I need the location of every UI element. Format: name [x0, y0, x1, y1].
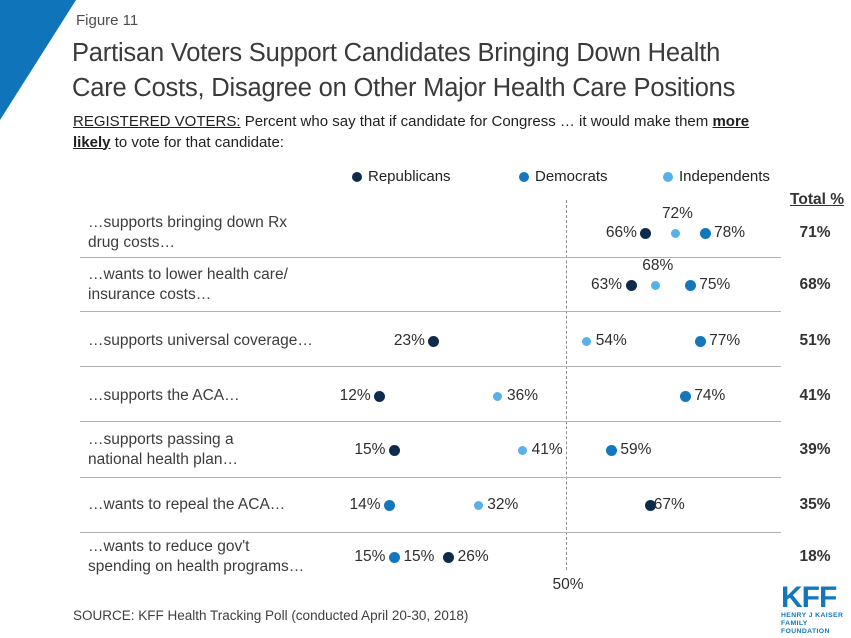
value-label-democrats: 77%	[709, 332, 741, 349]
value-label-democrats: 15%	[354, 548, 386, 565]
legend-label-independents: Independents	[679, 168, 770, 185]
row-label: …wants to lower health care/insurance co…	[88, 266, 288, 303]
dot-republicans	[428, 335, 440, 347]
fifty-percent-label: 50%	[552, 576, 584, 593]
legend-item-democrats: Democrats	[519, 168, 608, 185]
title-line-2: Care Costs, Disagree on Other Major Heal…	[72, 74, 736, 102]
page-title: Partisan Voters Support Candidates Bring…	[72, 36, 842, 106]
value-label-democrats: 14%	[349, 496, 381, 513]
value-label-independents: 41%	[531, 441, 563, 458]
dot-independents	[670, 228, 680, 238]
value-label-independents: 32%	[487, 496, 519, 513]
dot-independents	[651, 280, 661, 290]
row-separator	[80, 477, 781, 478]
dot-independents	[493, 391, 503, 401]
row-label: …supports bringing down Rx drug costs…	[88, 214, 288, 251]
row-label: …supports passing a national health plan…	[88, 431, 238, 468]
dot-democrats	[699, 227, 711, 239]
kff-logo: KFF HENRY J KAISER FAMILY FOUNDATION	[781, 581, 851, 636]
dot-republicans	[374, 390, 386, 402]
legend-label-democrats: Democrats	[535, 168, 608, 185]
value-label-independents: 72%	[661, 205, 693, 222]
total-value: 39%	[799, 441, 831, 458]
value-label-independents: 54%	[595, 332, 627, 349]
subtitle-registered-voters: REGISTERED VOTERS:	[73, 113, 241, 130]
subtitle-body: Percent who say that if candidate for Co…	[240, 113, 713, 130]
value-label-democrats: 59%	[620, 441, 652, 458]
dot-republicans	[625, 279, 637, 291]
dot-independents	[518, 445, 528, 455]
dot-republicans	[645, 499, 657, 511]
row-separator	[80, 421, 781, 422]
dot-democrats	[384, 499, 396, 511]
total-value: 41%	[799, 387, 831, 404]
row-separator	[80, 257, 781, 258]
subtitle-emph-more: more	[712, 113, 750, 130]
subtitle-emph-likely: likely	[73, 133, 111, 151]
total-value: 35%	[799, 496, 831, 513]
value-label-republicans: 15%	[354, 441, 386, 458]
total-value: 18%	[799, 548, 831, 565]
dot-independents	[582, 336, 592, 346]
value-label-democrats: 78%	[714, 224, 746, 241]
legend-label-republicans: Republicans	[368, 168, 451, 185]
value-label-republicans: 63%	[591, 276, 623, 293]
value-label-independents: 36%	[506, 387, 538, 404]
row-label: …supports universal coverage…	[88, 332, 313, 349]
dot-democrats	[605, 444, 617, 456]
total-column-header: Total %	[790, 191, 844, 208]
row-label: …wants to repeal the ACA…	[88, 496, 286, 513]
kff-logo-sub2: FAMILY FOUNDATION	[781, 620, 830, 635]
dot-democrats	[679, 390, 691, 402]
dot-democrats	[388, 551, 400, 563]
value-label-republicans: 23%	[393, 332, 425, 349]
value-label-democrats: 75%	[699, 276, 731, 293]
row-separator	[80, 311, 781, 312]
fifty-percent-reference-line	[566, 200, 567, 570]
dot-republicans	[640, 227, 652, 239]
value-label-republicans: 12%	[339, 387, 371, 404]
kff-logo-sub1: HENRY J KAISER	[781, 612, 844, 619]
value-label-independents: 68%	[642, 257, 674, 274]
value-label-democrats: 74%	[694, 387, 726, 404]
independents-dot-icon	[663, 171, 673, 182]
legend-item-independents: Independents	[663, 168, 770, 185]
row-separator	[80, 532, 781, 533]
row-separator	[80, 366, 781, 367]
corner-accent-triangle	[0, 0, 76, 120]
kff-logo-wordmark: KFF	[781, 581, 837, 614]
value-label-republicans: 66%	[605, 224, 637, 241]
source-citation: SOURCE: KFF Health Tracking Poll (conduc…	[73, 608, 469, 623]
value-label-republicans: 26%	[457, 548, 489, 565]
row-label: …wants to reduce gov't spending on health…	[88, 538, 305, 575]
dot-democrats	[694, 335, 706, 347]
title-line-1: Partisan Voters Support Candidates Bring…	[72, 39, 721, 67]
subtitle: REGISTERED VOTERS: Percent who say that …	[73, 112, 833, 153]
figure-number: Figure 11	[76, 12, 139, 29]
row-label: …supports the ACA…	[88, 387, 240, 404]
value-label-independents: 15%	[403, 548, 435, 565]
dot-independents	[473, 500, 483, 510]
total-value: 68%	[799, 276, 831, 293]
dot-republicans	[388, 444, 400, 456]
dot-democrats	[684, 279, 696, 291]
total-value: 71%	[799, 224, 831, 241]
subtitle-tail: to vote for that candidate:	[110, 133, 284, 151]
total-value: 51%	[799, 332, 831, 349]
republicans-dot-icon	[352, 171, 362, 182]
dot-republicans	[443, 551, 455, 563]
value-label-republicans: 67%	[653, 496, 685, 513]
legend-item-republicans: Republicans	[352, 168, 451, 185]
democrats-dot-icon	[519, 171, 529, 182]
